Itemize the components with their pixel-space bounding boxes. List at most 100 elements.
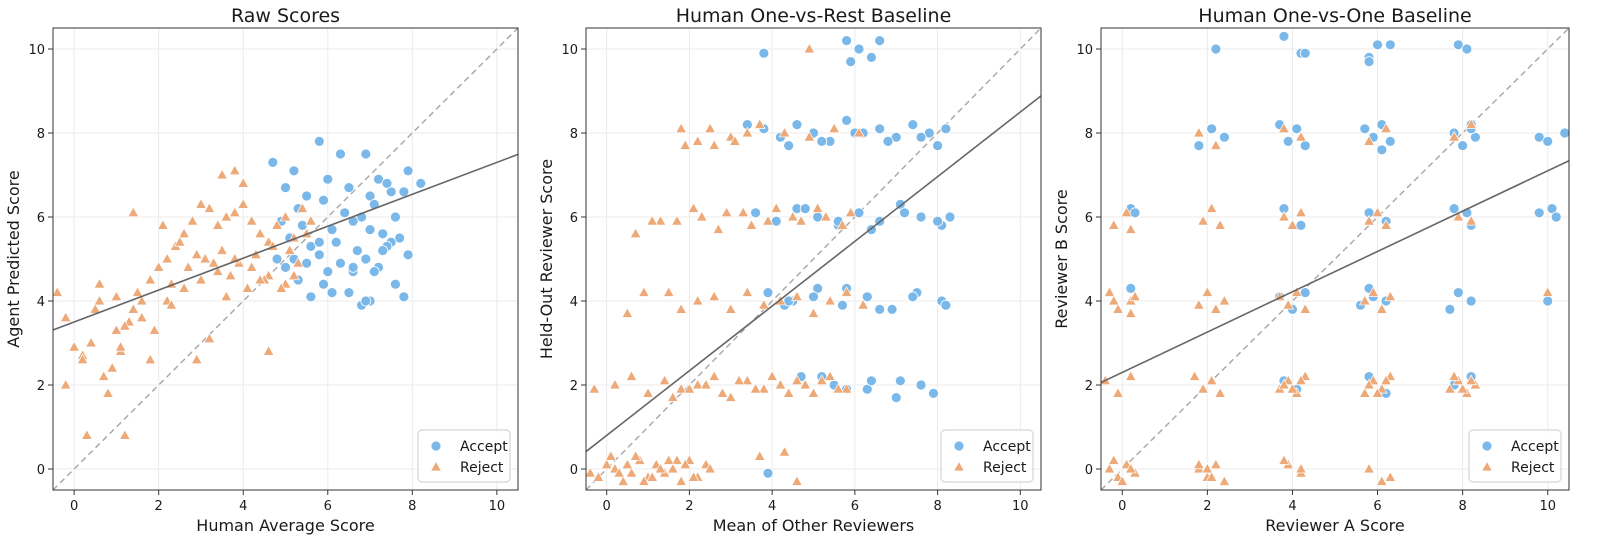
- legend: Accept Reject: [1468, 429, 1562, 483]
- reject-point: [186, 214, 199, 226]
- reject-point: [127, 303, 140, 314]
- x-tick-label: 6: [324, 499, 332, 514]
- accept-point: [791, 119, 803, 130]
- accept-point: [339, 207, 351, 219]
- reject-point: [642, 387, 654, 398]
- regression-line: [53, 153, 518, 331]
- reject-point: [80, 429, 93, 440]
- accept-point: [1457, 140, 1469, 152]
- reject-point: [178, 282, 190, 293]
- reject-point: [59, 378, 72, 390]
- reject-point: [828, 122, 841, 134]
- reject-point: [617, 475, 630, 486]
- reject-point: [190, 248, 203, 260]
- reject-point: [1192, 458, 1205, 470]
- accept-point: [1559, 127, 1569, 139]
- reject-point: [1448, 130, 1461, 142]
- reject-point: [1278, 454, 1290, 465]
- accept-point: [1533, 207, 1545, 219]
- reject-point: [152, 261, 165, 272]
- legend-reject-label: Reject: [460, 460, 504, 476]
- reject-point: [1380, 122, 1392, 134]
- legend: Accept Reject: [940, 429, 1034, 483]
- accept-point: [1210, 43, 1222, 55]
- reject-point: [93, 294, 106, 306]
- reject-point: [621, 307, 634, 318]
- reject-point: [1465, 374, 1478, 386]
- reject-point: [675, 382, 688, 394]
- x-tick-label: 0: [603, 499, 611, 514]
- accept-point: [1533, 131, 1545, 143]
- reject-point: [144, 273, 157, 285]
- reject-point: [1209, 303, 1222, 314]
- reject-point: [1371, 387, 1384, 398]
- reject-point: [753, 118, 766, 129]
- accept-point: [351, 245, 363, 257]
- reject-point: [704, 462, 717, 474]
- reject-point: [1299, 303, 1312, 314]
- x-axis-label: Human Average Score: [196, 516, 374, 535]
- reject-point: [749, 382, 762, 394]
- reject-point: [1375, 475, 1388, 486]
- regression-line: [1101, 159, 1569, 384]
- reject-point: [1465, 214, 1478, 226]
- reject-point: [262, 345, 275, 356]
- reject-point: [786, 210, 799, 222]
- accept-point: [1470, 131, 1481, 143]
- reject-point: [1116, 475, 1129, 486]
- reject-point: [762, 214, 774, 226]
- chart-title: Human One-vs-Rest Baseline: [676, 5, 952, 27]
- reject-point: [304, 214, 317, 226]
- accept-point: [853, 43, 865, 55]
- accept-point: [841, 35, 852, 46]
- accept-point: [1359, 123, 1371, 135]
- accept-point: [364, 224, 376, 236]
- accept-point: [1206, 123, 1218, 135]
- accept-point: [1193, 140, 1205, 152]
- reject-point: [114, 340, 127, 352]
- reject-point: [1192, 126, 1205, 138]
- accept-point: [360, 253, 372, 265]
- axes-frame: [1100, 27, 1570, 491]
- accept-point: [1452, 39, 1464, 51]
- reject-point: [1209, 458, 1222, 470]
- accept-point: [288, 165, 300, 177]
- reject-point: [687, 202, 700, 213]
- accept-point: [882, 135, 894, 147]
- reject-point: [666, 391, 679, 402]
- reject-point: [600, 458, 613, 470]
- legend-box: [1468, 429, 1562, 483]
- accept-point: [313, 249, 325, 261]
- accept-point: [940, 123, 952, 135]
- reject-point: [836, 219, 849, 230]
- accept-point: [390, 278, 401, 290]
- accept-point: [762, 467, 774, 479]
- reject-point: [53, 286, 64, 297]
- accept-point: [866, 375, 877, 387]
- reject-point: [93, 277, 106, 289]
- reject-point: [241, 282, 254, 293]
- accept-point: [899, 207, 910, 219]
- accept-point: [402, 165, 414, 177]
- accept-point: [1376, 144, 1388, 156]
- reject-point: [131, 286, 144, 297]
- y-tick-label: 6: [1085, 211, 1093, 226]
- y-tick-label: 8: [570, 127, 578, 142]
- reject-point: [671, 214, 683, 226]
- reject-point: [1205, 471, 1218, 482]
- reject-point: [135, 311, 148, 323]
- accept-point: [271, 253, 283, 265]
- reject-point: [178, 227, 190, 239]
- reject-point: [1192, 298, 1205, 310]
- reject-point: [1295, 374, 1307, 386]
- reject-point: [207, 256, 220, 268]
- reject-point: [662, 286, 675, 297]
- accept-point: [313, 236, 325, 248]
- reject-point: [1214, 219, 1227, 230]
- x-tick-label: 8: [408, 499, 416, 514]
- accept-point: [398, 291, 410, 303]
- reject-point: [824, 370, 836, 381]
- reject-point: [803, 42, 816, 54]
- accept-point: [932, 215, 943, 227]
- reject-point: [811, 202, 824, 213]
